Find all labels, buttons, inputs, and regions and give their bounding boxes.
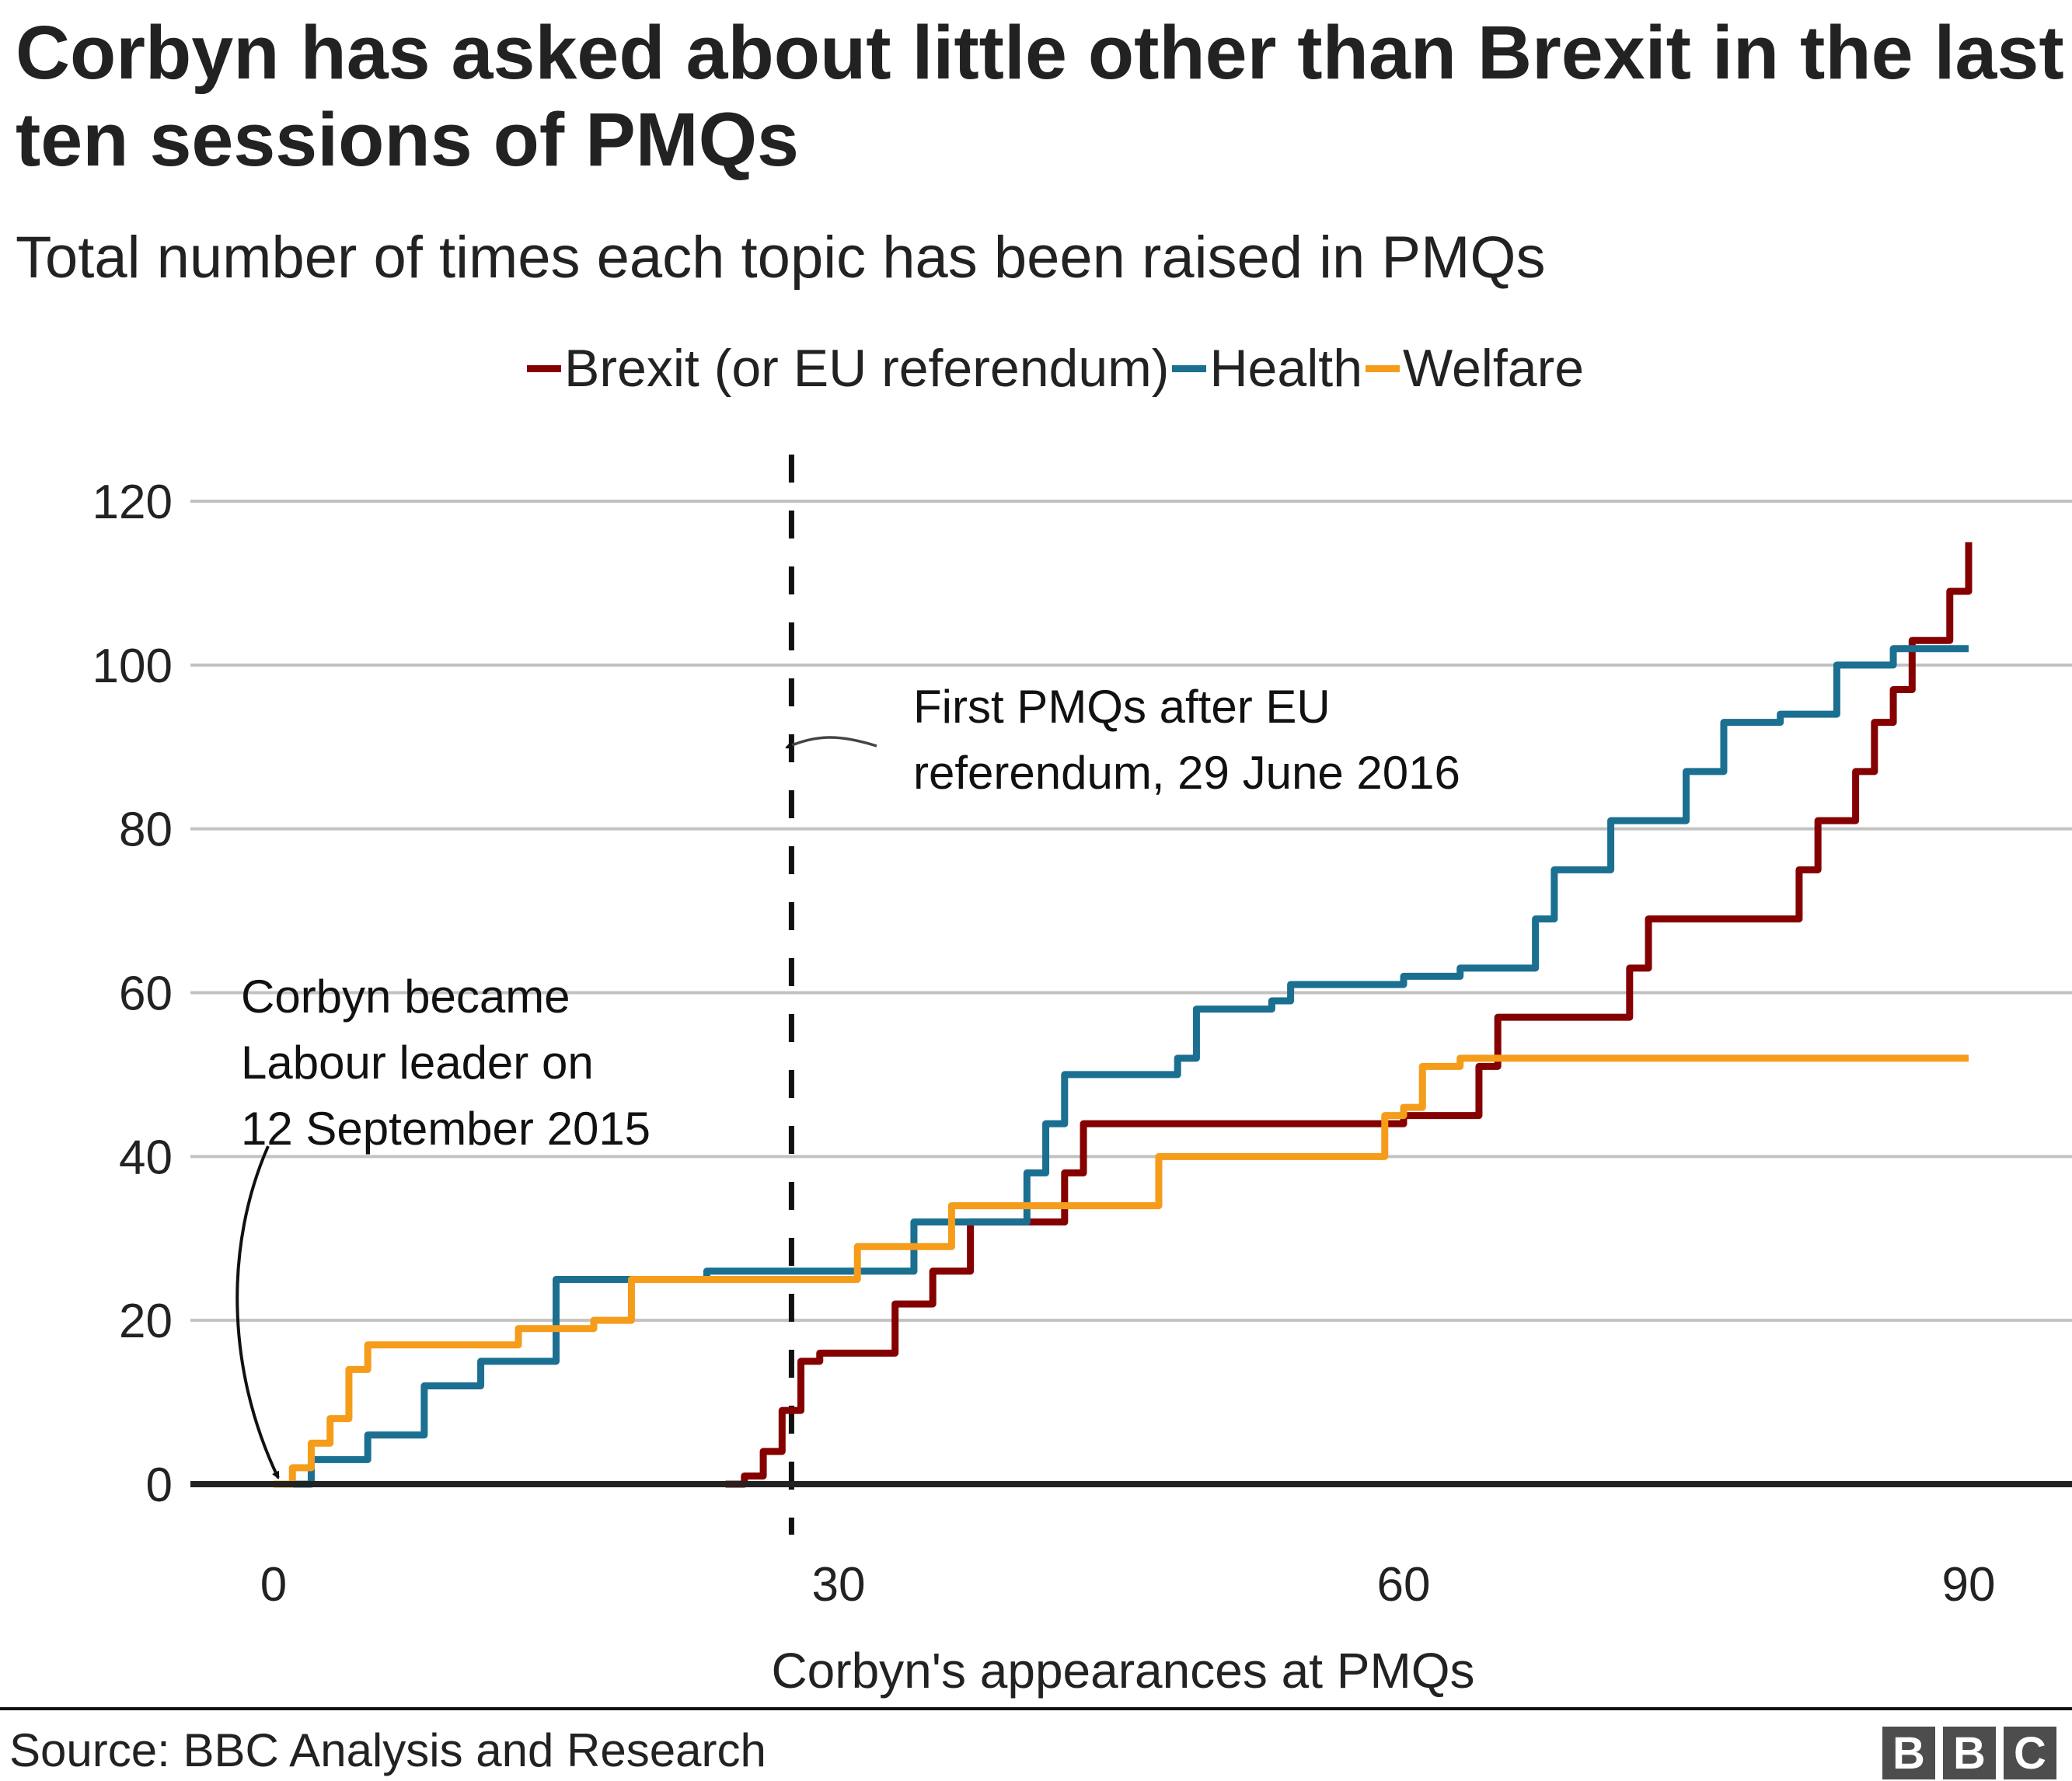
chart-subtitle: Total number of times each topic has bee…: [16, 225, 1546, 291]
x-axis-label: Corbyn's appearances at PMQs: [771, 1643, 1474, 1699]
bbc-logo-letter: C: [2004, 1727, 2056, 1779]
chart-title: Corbyn has asked about little other than…: [16, 10, 2064, 182]
annotation-leader-text: Labour leader on: [241, 1037, 594, 1089]
y-tick-label: 40: [119, 1131, 173, 1184]
legend-label-health: Health: [1209, 339, 1363, 398]
series-line-welfare: [274, 1054, 1969, 1488]
annotation-referendum-text: referendum, 29 June 2016: [913, 747, 1460, 799]
x-tick-label: 0: [260, 1558, 287, 1612]
footer-divider: [0, 1707, 2072, 1710]
y-tick-label: 120: [92, 476, 173, 529]
y-tick-label: 20: [119, 1295, 173, 1348]
x-tick-label: 30: [812, 1558, 866, 1612]
y-tick-label: 100: [92, 640, 173, 693]
legend-label-brexit: Brexit (or EU referendum): [564, 339, 1170, 398]
y-tick-label: 0: [146, 1459, 173, 1512]
annotation-leader-arrow: [235, 1145, 280, 1480]
annotation-referendum-text: First PMQs after EU: [913, 681, 1331, 733]
y-tick-label: 80: [119, 803, 173, 857]
source-text: Source: BBC Analysis and Research: [9, 1724, 766, 1776]
x-tick-label: 60: [1377, 1558, 1431, 1612]
series-line-brexit: [725, 542, 1973, 1488]
annotation-referendum-arrow: [785, 736, 877, 749]
annotation-leader-text: Corbyn became: [241, 971, 570, 1023]
bbc-logo: B B C: [1882, 1727, 2056, 1779]
bbc-logo-letter: B: [1882, 1727, 1935, 1779]
legend-label-welfare: Welfare: [1403, 339, 1585, 398]
legend: Brexit (or EU referendum) Health Welfare: [527, 338, 1587, 399]
annotation-leader-text: 12 September 2015: [241, 1103, 651, 1155]
legend-swatch-brexit: [527, 364, 561, 372]
bbc-logo-letter: B: [1943, 1727, 1996, 1779]
y-tick-label: 60: [119, 967, 173, 1021]
series-line-health: [274, 645, 1969, 1488]
legend-swatch-health: [1172, 364, 1207, 372]
x-tick-label: 90: [1942, 1558, 1996, 1612]
legend-swatch-welfare: [1366, 364, 1401, 372]
